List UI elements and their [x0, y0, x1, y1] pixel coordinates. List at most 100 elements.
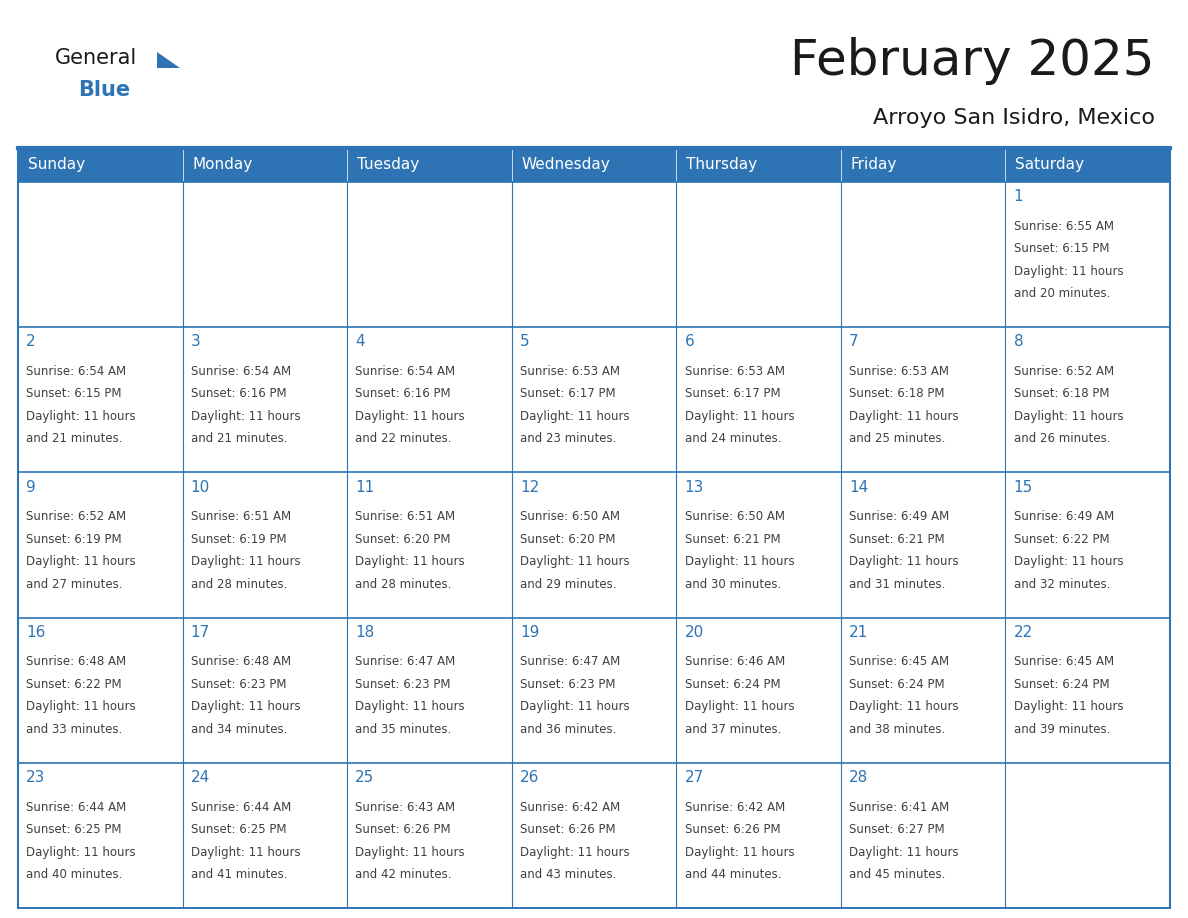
Text: Sunset: 6:21 PM: Sunset: 6:21 PM: [849, 532, 944, 545]
Text: Blue: Blue: [78, 80, 131, 100]
Text: 6: 6: [684, 334, 694, 350]
Text: 1: 1: [1013, 189, 1023, 205]
Text: Daylight: 11 hours: Daylight: 11 hours: [520, 410, 630, 423]
Text: Saturday: Saturday: [1016, 158, 1085, 173]
Text: February 2025: February 2025: [790, 37, 1155, 85]
Bar: [18, 618, 183, 763]
Text: 11: 11: [355, 480, 374, 495]
Text: 13: 13: [684, 480, 703, 495]
Text: and 36 minutes.: and 36 minutes.: [520, 722, 617, 736]
Text: Daylight: 11 hours: Daylight: 11 hours: [191, 700, 301, 713]
Bar: [676, 763, 841, 908]
Text: 15: 15: [1013, 480, 1032, 495]
Bar: [676, 182, 841, 327]
Text: 27: 27: [684, 770, 703, 785]
Bar: [18, 182, 183, 327]
Text: and 21 minutes.: and 21 minutes.: [191, 432, 287, 445]
Text: Daylight: 11 hours: Daylight: 11 hours: [355, 845, 465, 858]
Text: 5: 5: [520, 334, 530, 350]
Text: Daylight: 11 hours: Daylight: 11 hours: [849, 555, 959, 568]
Text: Daylight: 11 hours: Daylight: 11 hours: [1013, 264, 1124, 278]
Text: and 39 minutes.: and 39 minutes.: [1013, 722, 1110, 736]
Text: Sunset: 6:17 PM: Sunset: 6:17 PM: [684, 387, 781, 400]
Text: and 33 minutes.: and 33 minutes.: [26, 722, 122, 736]
Text: Sunrise: 6:51 AM: Sunrise: 6:51 AM: [355, 510, 455, 523]
Text: and 38 minutes.: and 38 minutes.: [849, 722, 946, 736]
Text: 22: 22: [1013, 625, 1032, 640]
Text: Sunrise: 6:48 AM: Sunrise: 6:48 AM: [26, 655, 126, 668]
Text: Daylight: 11 hours: Daylight: 11 hours: [849, 700, 959, 713]
Text: Daylight: 11 hours: Daylight: 11 hours: [26, 410, 135, 423]
Text: 7: 7: [849, 334, 859, 350]
Text: and 22 minutes.: and 22 minutes.: [355, 432, 451, 445]
Text: Sunset: 6:19 PM: Sunset: 6:19 PM: [26, 532, 122, 545]
Text: and 43 minutes.: and 43 minutes.: [520, 868, 617, 881]
Bar: [841, 473, 1005, 618]
Text: Sunrise: 6:51 AM: Sunrise: 6:51 AM: [191, 510, 291, 523]
Text: Daylight: 11 hours: Daylight: 11 hours: [849, 845, 959, 858]
Bar: [512, 182, 676, 327]
Text: Sunrise: 6:52 AM: Sunrise: 6:52 AM: [26, 510, 126, 523]
Text: Daylight: 11 hours: Daylight: 11 hours: [520, 700, 630, 713]
Text: Sunset: 6:23 PM: Sunset: 6:23 PM: [520, 677, 615, 691]
Bar: [18, 473, 183, 618]
Text: and 21 minutes.: and 21 minutes.: [26, 432, 122, 445]
Bar: [183, 327, 347, 473]
Polygon shape: [157, 52, 181, 68]
Text: Sunrise: 6:45 AM: Sunrise: 6:45 AM: [849, 655, 949, 668]
Text: and 28 minutes.: and 28 minutes.: [191, 577, 287, 590]
Bar: [1005, 763, 1170, 908]
Text: and 28 minutes.: and 28 minutes.: [355, 577, 451, 590]
Text: Sunset: 6:24 PM: Sunset: 6:24 PM: [684, 677, 781, 691]
Text: Sunrise: 6:50 AM: Sunrise: 6:50 AM: [684, 510, 784, 523]
Bar: [347, 182, 512, 327]
Text: Sunrise: 6:53 AM: Sunrise: 6:53 AM: [849, 365, 949, 378]
Text: Sunrise: 6:49 AM: Sunrise: 6:49 AM: [1013, 510, 1114, 523]
Text: Daylight: 11 hours: Daylight: 11 hours: [26, 555, 135, 568]
Text: Sunset: 6:23 PM: Sunset: 6:23 PM: [191, 677, 286, 691]
Bar: [841, 618, 1005, 763]
Text: Sunrise: 6:43 AM: Sunrise: 6:43 AM: [355, 800, 455, 813]
Text: Sunrise: 6:41 AM: Sunrise: 6:41 AM: [849, 800, 949, 813]
Bar: [676, 473, 841, 618]
Text: 3: 3: [191, 334, 201, 350]
Text: and 27 minutes.: and 27 minutes.: [26, 577, 122, 590]
Text: Daylight: 11 hours: Daylight: 11 hours: [191, 410, 301, 423]
Text: 26: 26: [520, 770, 539, 785]
Text: and 23 minutes.: and 23 minutes.: [520, 432, 617, 445]
Text: Wednesday: Wednesday: [522, 158, 611, 173]
Text: Sunrise: 6:53 AM: Sunrise: 6:53 AM: [520, 365, 620, 378]
Text: and 45 minutes.: and 45 minutes.: [849, 868, 946, 881]
Bar: [1005, 618, 1170, 763]
Text: Daylight: 11 hours: Daylight: 11 hours: [355, 700, 465, 713]
Text: Sunrise: 6:49 AM: Sunrise: 6:49 AM: [849, 510, 949, 523]
Bar: [841, 763, 1005, 908]
Bar: [347, 327, 512, 473]
Text: and 40 minutes.: and 40 minutes.: [26, 868, 122, 881]
Text: Sunrise: 6:54 AM: Sunrise: 6:54 AM: [26, 365, 126, 378]
Text: Sunrise: 6:52 AM: Sunrise: 6:52 AM: [1013, 365, 1114, 378]
Text: Sunset: 6:19 PM: Sunset: 6:19 PM: [191, 532, 286, 545]
Text: Sunrise: 6:48 AM: Sunrise: 6:48 AM: [191, 655, 291, 668]
Text: and 42 minutes.: and 42 minutes.: [355, 868, 451, 881]
Text: Daylight: 11 hours: Daylight: 11 hours: [1013, 700, 1124, 713]
Bar: [512, 763, 676, 908]
Text: Daylight: 11 hours: Daylight: 11 hours: [520, 555, 630, 568]
Text: Sunrise: 6:50 AM: Sunrise: 6:50 AM: [520, 510, 620, 523]
Text: Sunrise: 6:42 AM: Sunrise: 6:42 AM: [520, 800, 620, 813]
Text: Daylight: 11 hours: Daylight: 11 hours: [684, 410, 794, 423]
Text: Daylight: 11 hours: Daylight: 11 hours: [1013, 410, 1124, 423]
Bar: [1005, 182, 1170, 327]
Text: Sunrise: 6:45 AM: Sunrise: 6:45 AM: [1013, 655, 1114, 668]
Text: Daylight: 11 hours: Daylight: 11 hours: [684, 845, 794, 858]
Text: Sunrise: 6:44 AM: Sunrise: 6:44 AM: [26, 800, 126, 813]
Text: 19: 19: [520, 625, 539, 640]
Text: 4: 4: [355, 334, 365, 350]
Text: 18: 18: [355, 625, 374, 640]
Text: and 32 minutes.: and 32 minutes.: [1013, 577, 1110, 590]
Text: Sunset: 6:15 PM: Sunset: 6:15 PM: [1013, 242, 1110, 255]
Text: Sunset: 6:23 PM: Sunset: 6:23 PM: [355, 677, 451, 691]
Text: 8: 8: [1013, 334, 1023, 350]
Text: Daylight: 11 hours: Daylight: 11 hours: [26, 700, 135, 713]
Text: Sunset: 6:26 PM: Sunset: 6:26 PM: [684, 823, 781, 836]
